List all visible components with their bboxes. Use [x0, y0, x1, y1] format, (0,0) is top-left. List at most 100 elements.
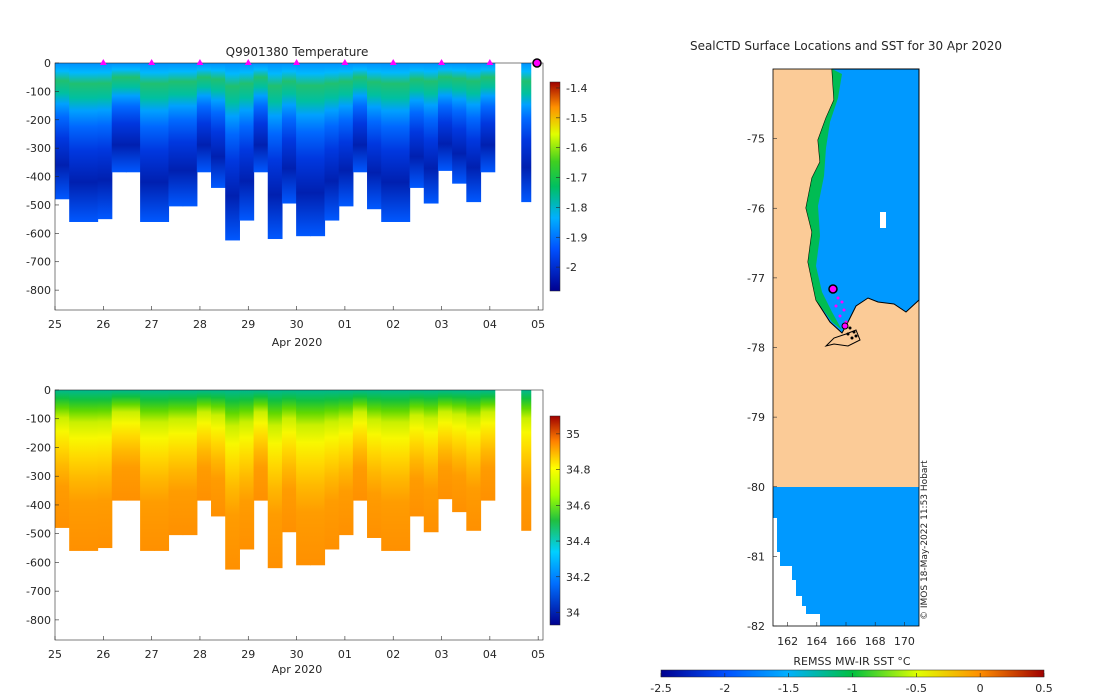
x-tick-label: 25: [48, 648, 62, 661]
temperature-profile-column: [352, 63, 368, 173]
x-tick-label: 01: [338, 648, 352, 661]
lat-tick-label: -80: [747, 481, 765, 494]
x-tick-label: 30: [290, 648, 304, 661]
temperature-profile-column: [211, 63, 226, 188]
salinity-profile-column: [466, 390, 482, 531]
temperature-profile-column: [125, 63, 141, 173]
colorbar-tick-label: 35: [566, 428, 580, 441]
lat-tick-label: -82: [747, 620, 765, 633]
map-track-point: [834, 304, 838, 308]
salinity-profile-column: [125, 390, 141, 501]
map-track-point: [846, 332, 850, 336]
profile-marker: [196, 59, 204, 65]
sst-tick-label: -2.5: [650, 682, 671, 695]
salinity-profile-column: [211, 390, 226, 517]
temperature-profile-column: [281, 63, 297, 204]
salinity-profile-column: [352, 390, 368, 501]
y-tick-label: -600: [26, 227, 51, 240]
temperature-profile-column: [69, 63, 84, 222]
colorbar-tick-label: 34.8: [566, 464, 591, 477]
colorbar-tick-label: -1.8: [566, 201, 587, 214]
sst-colorbar-ticks: -2.5 -2 -1.5 -1 -0.5 0 0.5: [650, 673, 1053, 695]
x-tick-label: 04: [483, 648, 497, 661]
map-track-point: [852, 330, 856, 334]
sst-colorbar-label: REMSS MW-IR SST °C: [793, 655, 911, 668]
y-tick-label: -500: [26, 528, 51, 541]
salinity-profile-column: [452, 390, 467, 513]
temperature-profile-column: [324, 63, 340, 221]
x-tick-label: 05: [531, 318, 545, 331]
map-track-point: [838, 314, 842, 318]
x-tick-label: 27: [145, 648, 159, 661]
map-title: SealCTD Surface Locations and SST for 30…: [690, 39, 1002, 53]
temperature-profile-column: [97, 63, 113, 220]
x-tick-label: 04: [483, 318, 497, 331]
profile-marker: [389, 59, 397, 65]
salinity-profile-column: [97, 390, 113, 549]
salinity-profile-column: [381, 390, 396, 551]
temperature-profile-column: [395, 63, 411, 222]
temperature-profile-column: [140, 63, 155, 222]
salinity-profile-column: [69, 390, 84, 551]
x-tick-label: 03: [435, 648, 449, 661]
y-tick-label: -200: [26, 114, 51, 127]
y-tick-label: -800: [26, 614, 51, 627]
x-tick-label: 26: [96, 648, 110, 661]
x-tick-label: 02: [386, 318, 400, 331]
y-tick-label: 0: [44, 57, 51, 70]
lat-tick-label: -78: [747, 342, 765, 355]
map-ross-ice-shelf: [824, 329, 861, 347]
temperature-profile-column: [296, 63, 311, 237]
temperature-profile-column: [437, 63, 453, 171]
temperature-profile-column: [367, 63, 382, 210]
temperature-profile-column: [225, 63, 240, 241]
colorbar-tick-label: -2: [566, 261, 577, 274]
map-panel: SealCTD Surface Locations and SST for 30…: [650, 39, 1052, 695]
salinity-profile-column: [267, 390, 283, 569]
colorbar-tick-label: -1.5: [566, 112, 587, 125]
colorbar-tick-label: -1.9: [566, 231, 587, 244]
map-track-point: [854, 334, 858, 338]
salinity-profile-column: [140, 390, 155, 551]
colorbar-tick-label: -1.7: [566, 172, 587, 185]
temperature-profile-column: [452, 63, 467, 184]
salinity-profile-column: [281, 390, 297, 533]
colorbar-tick-label: -1.6: [566, 142, 587, 155]
temperature-profile-column: [338, 63, 354, 207]
x-tick-label: 03: [435, 318, 449, 331]
profile-marker: [486, 59, 494, 65]
salinity-x-axis: 25 26 27 28 29 30 01 02 03 04 05: [48, 636, 545, 661]
salinity-plot-frame: [54, 389, 544, 641]
temperature-profile-column: [521, 63, 532, 203]
temperature-x-axis: 25 26 27 28 29 30 01 02 03 04 05: [48, 306, 545, 331]
salinity-profile-column: [225, 390, 240, 570]
salinity-panel: 0 -100 -200 -300 -400 -500 -600 -700 -800 25 26 27…: [26, 384, 590, 676]
salinity-profile-column: [423, 390, 439, 533]
sst-tick-label: -2: [719, 682, 730, 695]
x-tick-label: 30: [290, 318, 304, 331]
y-tick-label: -300: [26, 142, 51, 155]
lat-tick-label: -81: [747, 550, 765, 563]
salinity-profile-column: [239, 390, 255, 550]
salinity-profile-column: [437, 390, 453, 500]
salinity-profile-column: [296, 390, 311, 566]
colorbar-tick-label: 34.2: [566, 571, 591, 584]
salinity-profile-column: [480, 390, 496, 501]
salinity-profile-column: [83, 390, 99, 551]
x-tick-label: 02: [386, 648, 400, 661]
salinity-colorbar-ticks: 35 34.8 34.6 34.4 34.2 34: [556, 428, 591, 619]
lon-tick-label: 166: [836, 635, 857, 648]
sst-tick-label: 0: [977, 682, 984, 695]
y-tick-label: 0: [44, 384, 51, 397]
salinity-profile-column: [168, 390, 184, 536]
x-tick-label: 26: [96, 318, 110, 331]
sst-tick-label: -1.5: [778, 682, 799, 695]
lat-tick-label: -76: [747, 202, 765, 215]
temperature-profile-column: [310, 63, 326, 237]
salinity-x-label: Apr 2020: [272, 663, 323, 676]
x-tick-label: 05: [531, 648, 545, 661]
temperature-colorbar: [549, 81, 561, 292]
temperature-profile-column: [111, 63, 127, 173]
lon-tick-label: 162: [777, 635, 798, 648]
